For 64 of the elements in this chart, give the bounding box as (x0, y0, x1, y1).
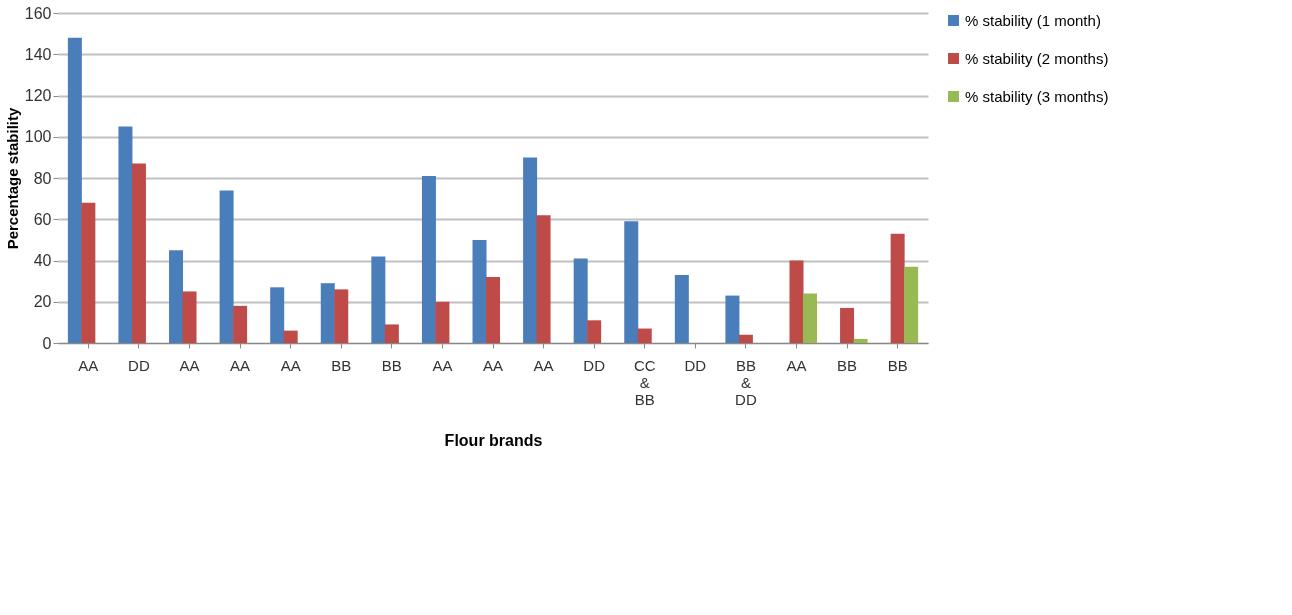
x-tick-label: BB (381, 356, 402, 374)
x-tick-label: BB (887, 356, 908, 374)
bar (182, 291, 197, 343)
bar (587, 320, 602, 343)
bar (486, 277, 500, 343)
bar (853, 338, 868, 343)
x-tick-label: BB & DD (735, 356, 757, 408)
bar (219, 190, 234, 343)
y-axis-title: Percentage stability (3, 106, 21, 250)
x-tick-label: AA (280, 356, 301, 374)
y-tick-label: 60 (33, 210, 52, 228)
x-axis-title: Flour brands (444, 431, 543, 449)
y-tick-label: 160 (24, 4, 52, 22)
y-tick-label: 40 (33, 252, 52, 269)
x-tick-label: AA (432, 356, 453, 374)
bar (334, 289, 349, 343)
bar (472, 239, 487, 343)
bar (118, 126, 133, 343)
bar (67, 37, 82, 343)
y-tick-label: 140 (24, 45, 52, 63)
x-tick-label: AA (179, 356, 200, 374)
x-tick-label: DD (128, 356, 150, 374)
bar (802, 293, 817, 343)
bar (270, 287, 285, 343)
y-tick-label: 20 (33, 293, 52, 311)
bar (637, 328, 652, 343)
x-tick-label: AA (482, 356, 504, 374)
bar (421, 175, 436, 343)
bar (738, 334, 753, 343)
bar (131, 163, 146, 343)
x-tick-label: AA (78, 356, 99, 374)
bar (536, 215, 551, 343)
x-tick-label: BB (331, 356, 352, 374)
x-tick-label: AA (230, 356, 251, 374)
y-tick-label: 0 (42, 334, 52, 352)
bar (573, 258, 588, 343)
bar (840, 307, 855, 343)
bar (904, 266, 919, 343)
bar (320, 283, 335, 343)
x-tick-label: BB (837, 356, 858, 374)
x-tick-label: AA (533, 356, 554, 374)
bar (371, 256, 386, 343)
x-tick-label: AA (786, 356, 807, 374)
bar (725, 295, 740, 343)
bar (81, 202, 96, 343)
bar (624, 221, 639, 343)
bar (890, 233, 905, 343)
y-tick-label: 80 (33, 169, 52, 187)
x-tick-label: DD (684, 356, 707, 374)
bar (233, 305, 248, 343)
legend-label: % stability (2 months) (965, 49, 1109, 67)
y-tick-label: 100 (24, 128, 52, 146)
bar (435, 301, 450, 343)
bar (674, 274, 689, 343)
legend-label: % stability (1 month) (965, 11, 1101, 29)
bar (169, 250, 184, 343)
x-tick-label: CC & BB (633, 356, 656, 408)
x-tick-label: DD (583, 356, 606, 374)
bar (384, 324, 399, 343)
bar (789, 260, 804, 343)
bar (283, 330, 298, 343)
bar (523, 157, 538, 343)
legend-label: % stability (3 months) (965, 87, 1109, 105)
y-tick-label: 120 (24, 87, 52, 104)
